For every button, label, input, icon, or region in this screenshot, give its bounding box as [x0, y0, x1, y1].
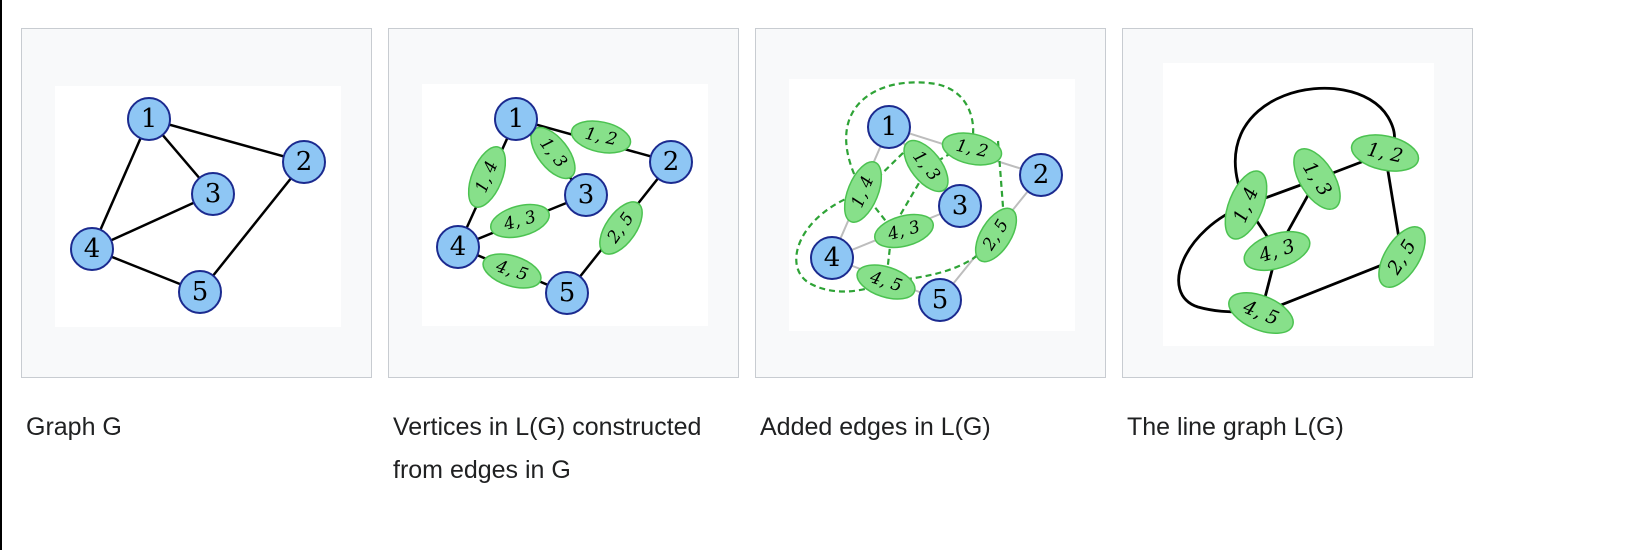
node-1-label: 1: [508, 104, 525, 134]
gallery-panel-line-graph[interactable]: 1, 2 1, 3 1, 4 2, 5 4, 3 4, 5: [1122, 28, 1473, 378]
node-1: [867, 105, 911, 149]
line-vertex-1-3: [1293, 148, 1341, 210]
edge-vertex-1-4: [843, 161, 883, 223]
node-1-label: 1: [881, 112, 898, 142]
vertices-diagram: 1 2 3 4 5 1, 2 1, 3 1, 4 2, 5 4, 3 4, 5: [422, 84, 708, 326]
node-4: [810, 236, 854, 280]
node-5-label: 5: [559, 278, 576, 308]
node-3-label: 3: [578, 180, 595, 210]
edge-vertex-1-2: [570, 120, 632, 154]
node-1: [127, 97, 171, 141]
node-4: [436, 225, 480, 269]
edge-vertex-1-3: [903, 139, 949, 193]
node-5-label: 5: [932, 285, 949, 315]
node-4-label: 4: [84, 234, 101, 264]
line-graph-diagram: 1, 2 1, 3 1, 4 2, 5 4, 3 4, 5: [1163, 63, 1434, 346]
edge-1-2: [148, 117, 305, 164]
line-vertex-4-5: [1228, 291, 1294, 335]
node-3-label: 3: [952, 191, 969, 221]
caption-vertices: Vertices in L(G) constructed from edges …: [393, 413, 702, 484]
node-4: [70, 227, 114, 271]
added-edge-1-4-to-4-3: [862, 191, 893, 230]
caption-added-edges: Added edges in L(G): [760, 413, 991, 441]
edge-1-4: [90, 118, 151, 250]
node-4-label: 4: [450, 232, 467, 262]
node-5-label: 5: [192, 277, 209, 307]
line-vertex-1-2: [1350, 134, 1420, 172]
node-5: [545, 271, 589, 315]
line-vertex-1-4: [1224, 170, 1268, 240]
node-1: [494, 97, 538, 141]
node-2: [282, 140, 326, 184]
node-3: [938, 184, 982, 228]
node-3: [191, 172, 235, 216]
graph-g-diagram: 1 2 3 4 5: [55, 86, 341, 327]
node-3: [564, 173, 608, 217]
edge-vertex-4-5: [856, 264, 916, 300]
gallery-panel-graph-g[interactable]: 1 2 3 4 5: [21, 28, 372, 378]
node-2: [1019, 153, 1063, 197]
edge-vertex-4-5: [482, 253, 542, 289]
edge-vertex-2-5: [599, 201, 643, 255]
gallery-panel-vertices[interactable]: 1 2 3 4 5 1, 2 1, 3 1, 4 2, 5 4, 3 4, 5: [388, 28, 739, 378]
added-edge-1-4-to-4-5: [795, 190, 887, 293]
edge-vertex-4-3: [490, 203, 550, 239]
node-2-label: 2: [663, 147, 680, 177]
edge-4-3: [91, 192, 214, 251]
gallery-panel-added-edges[interactable]: 1 2 3 4 5 1, 2 1, 3 1, 4 2, 5 4, 3 4, 5: [755, 28, 1106, 378]
left-border-line: [0, 0, 2, 550]
caption-line-graph: The line graph L(G): [1127, 413, 1344, 441]
node-5: [918, 278, 962, 322]
caption-graph-g: Graph G: [26, 413, 122, 441]
node-2-label: 2: [296, 147, 313, 177]
node-2-label: 2: [1033, 160, 1050, 190]
node-2: [649, 140, 693, 184]
added-edge-1-4-to-1-2: [845, 81, 975, 193]
added-edges-diagram: 1 2 3 4 5 1, 2 1, 3 1, 4 2, 5 4, 3 4, 5: [789, 79, 1075, 331]
node-3-label: 3: [205, 179, 222, 209]
line-vertex-2-5: [1378, 226, 1426, 288]
node-5: [178, 270, 222, 314]
line-edge-4-5-to-2-5: [1260, 255, 1403, 315]
edge-2-5: [199, 161, 305, 293]
node-1-label: 1: [141, 104, 158, 134]
node-4-label: 4: [824, 243, 841, 273]
edge-vertex-1-4: [467, 146, 507, 208]
edge-vertex-1-2: [941, 132, 1003, 166]
edge-vertex-4-3: [874, 213, 934, 249]
edge-vertex-2-5: [974, 207, 1018, 263]
line-vertex-4-3: [1243, 230, 1311, 272]
